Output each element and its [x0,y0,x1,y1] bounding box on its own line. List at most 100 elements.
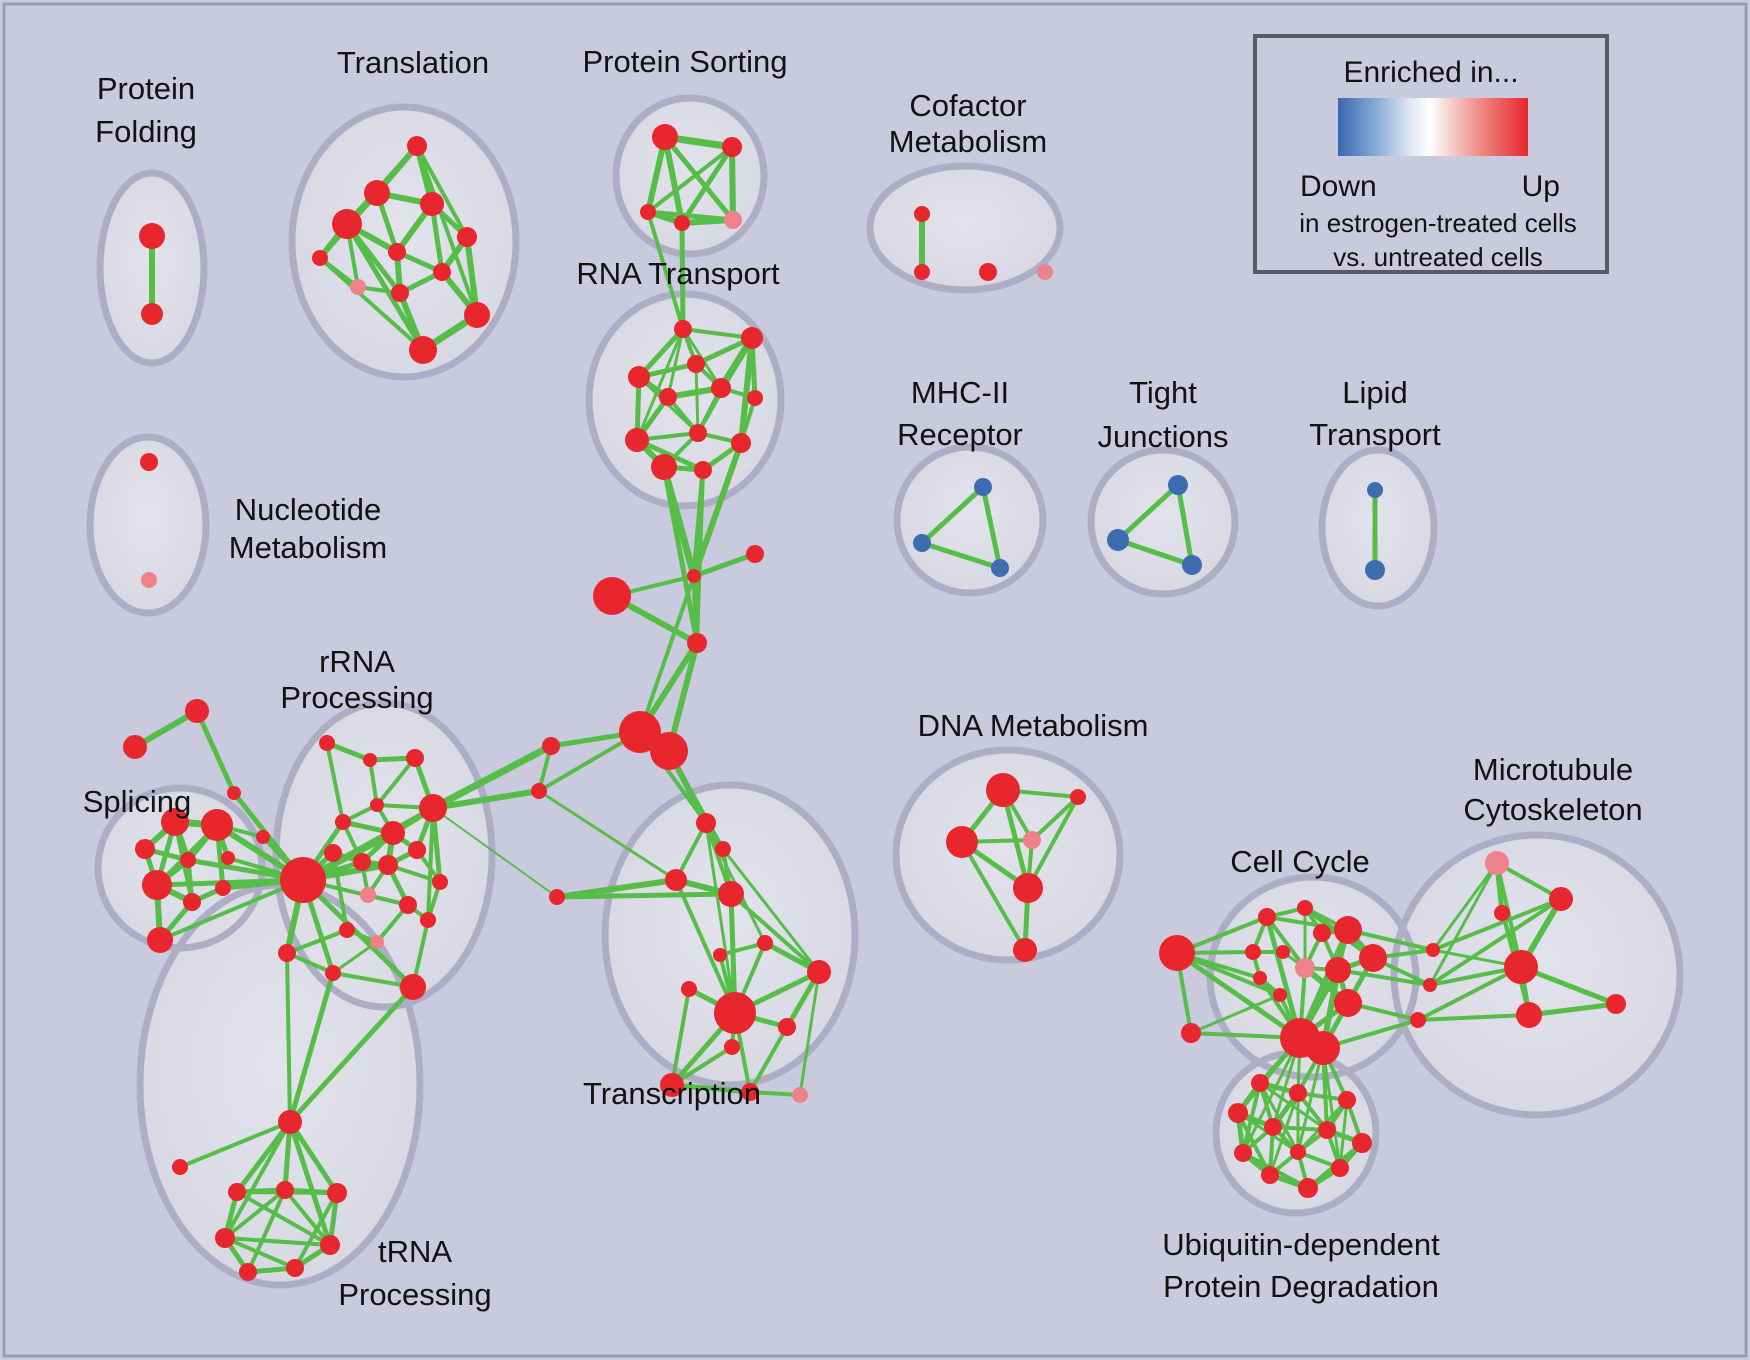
gene-set-node-upregulated[interactable] [549,889,565,905]
gene-set-node-upregulated[interactable] [914,264,930,280]
gene-set-node-upregulated[interactable] [407,136,427,156]
gene-set-node-upregulated[interactable] [713,948,727,962]
gene-set-node-upregulated[interactable] [221,851,235,865]
gene-set-node-upregulated[interactable] [1334,916,1362,944]
gene-set-node-upregulated[interactable] [408,841,426,859]
gene-set-node-upregulated[interactable] [542,737,560,755]
gene-set-node-upregulated[interactable] [778,1018,796,1036]
gene-set-node-weak-upregulated[interactable] [1295,958,1315,978]
gene-set-node-upregulated[interactable] [325,965,341,981]
gene-set-node-upregulated[interactable] [228,1183,246,1201]
gene-set-node-upregulated[interactable] [353,853,371,871]
gene-set-node-upregulated[interactable] [161,808,189,836]
gene-set-node-upregulated[interactable] [714,992,756,1034]
gene-set-node-upregulated[interactable] [1070,789,1086,805]
gene-set-node-upregulated[interactable] [1606,994,1626,1014]
gene-set-node-upregulated[interactable] [807,960,831,984]
gene-set-node-weak-upregulated[interactable] [141,572,157,588]
gene-set-node-upregulated[interactable] [457,227,477,247]
gene-set-node-upregulated[interactable] [172,1159,188,1175]
gene-set-node-upregulated[interactable] [278,944,296,962]
gene-set-node-upregulated[interactable] [741,1083,759,1101]
gene-set-node-upregulated[interactable] [1013,873,1043,903]
gene-set-node-upregulated[interactable] [185,699,209,723]
gene-set-node-upregulated[interactable] [689,424,707,442]
gene-set-node-upregulated[interactable] [674,320,692,338]
gene-set-node-weak-upregulated[interactable] [792,1087,808,1103]
gene-set-node-upregulated[interactable] [319,735,335,751]
gene-set-node-upregulated[interactable] [1289,1084,1307,1102]
gene-set-node-upregulated[interactable] [464,302,490,328]
gene-set-node-upregulated[interactable] [139,223,165,249]
gene-set-node-upregulated[interactable] [1181,1023,1201,1043]
gene-set-node-upregulated[interactable] [140,453,158,471]
gene-set-node-upregulated[interactable] [339,922,355,938]
gene-set-node-upregulated[interactable] [1258,908,1276,926]
gene-set-node-upregulated[interactable] [650,732,688,770]
gene-set-node-upregulated[interactable] [628,366,650,388]
gene-set-node-downregulated[interactable] [1107,529,1129,551]
gene-set-node-upregulated[interactable] [986,773,1020,807]
gene-set-node-upregulated[interactable] [1298,1178,1318,1198]
gene-set-node-upregulated[interactable] [123,735,147,759]
gene-set-node-upregulated[interactable] [364,180,390,206]
gene-set-node-upregulated[interactable] [419,794,447,822]
gene-set-node-upregulated[interactable] [1313,924,1331,942]
gene-set-node-upregulated[interactable] [1228,1103,1248,1123]
gene-set-node-upregulated[interactable] [1306,1031,1340,1065]
gene-set-node-downregulated[interactable] [1182,555,1202,575]
gene-set-node-weak-upregulated[interactable] [360,887,376,903]
gene-set-node-downregulated[interactable] [974,478,992,496]
gene-set-node-upregulated[interactable] [256,830,270,844]
gene-set-node-upregulated[interactable] [399,896,417,914]
gene-set-node-upregulated[interactable] [276,1181,294,1199]
gene-set-node-upregulated[interactable] [215,880,231,896]
gene-set-node-upregulated[interactable] [687,355,705,373]
gene-set-node-upregulated[interactable] [320,1235,340,1255]
gene-set-node-upregulated[interactable] [1549,887,1573,911]
gene-set-node-upregulated[interactable] [201,809,233,841]
gene-set-node-weak-upregulated[interactable] [350,279,366,295]
gene-set-node-weak-upregulated[interactable] [1485,851,1509,875]
gene-set-node-upregulated[interactable] [433,263,451,281]
gene-set-node-upregulated[interactable] [381,821,405,845]
gene-set-node-upregulated[interactable] [531,783,547,799]
gene-set-node-upregulated[interactable] [1494,905,1510,921]
gene-set-node-upregulated[interactable] [1410,1012,1426,1028]
gene-set-node-upregulated[interactable] [388,243,406,261]
gene-set-node-upregulated[interactable] [625,428,649,452]
gene-set-node-upregulated[interactable] [1264,1118,1282,1136]
gene-set-node-upregulated[interactable] [619,711,661,753]
gene-set-node-upregulated[interactable] [324,844,342,862]
gene-set-node-upregulated[interactable] [659,388,677,406]
gene-set-node-upregulated[interactable] [180,852,196,868]
gene-set-node-upregulated[interactable] [1426,943,1440,957]
gene-set-node-upregulated[interactable] [332,209,362,239]
gene-set-node-upregulated[interactable] [1504,950,1538,984]
gene-set-node-upregulated[interactable] [420,912,436,928]
gene-set-node-upregulated[interactable] [1290,1144,1306,1160]
gene-set-node-upregulated[interactable] [1273,988,1287,1002]
gene-set-node-upregulated[interactable] [1318,1121,1336,1139]
gene-set-node-upregulated[interactable] [747,390,763,406]
gene-set-node-upregulated[interactable] [731,433,751,453]
gene-set-node-upregulated[interactable] [696,813,716,833]
gene-set-node-upregulated[interactable] [979,263,997,281]
gene-set-node-upregulated[interactable] [286,1259,304,1277]
gene-set-node-upregulated[interactable] [147,927,173,953]
gene-set-node-upregulated[interactable] [183,893,201,911]
gene-set-node-upregulated[interactable] [640,204,656,220]
gene-set-node-upregulated[interactable] [1338,1091,1356,1109]
gene-set-node-upregulated[interactable] [1331,1159,1349,1177]
gene-set-node-upregulated[interactable] [312,250,328,266]
gene-set-node-upregulated[interactable] [946,826,978,858]
gene-set-node-upregulated[interactable] [681,981,697,997]
gene-set-node-upregulated[interactable] [711,378,731,398]
gene-set-node-upregulated[interactable] [239,1263,257,1281]
gene-set-node-upregulated[interactable] [660,1073,684,1097]
gene-set-node-upregulated[interactable] [409,336,437,364]
gene-set-node-upregulated[interactable] [378,855,398,875]
gene-set-node-upregulated[interactable] [1334,989,1362,1017]
gene-set-node-upregulated[interactable] [278,1110,302,1134]
gene-set-node-upregulated[interactable] [420,192,444,216]
